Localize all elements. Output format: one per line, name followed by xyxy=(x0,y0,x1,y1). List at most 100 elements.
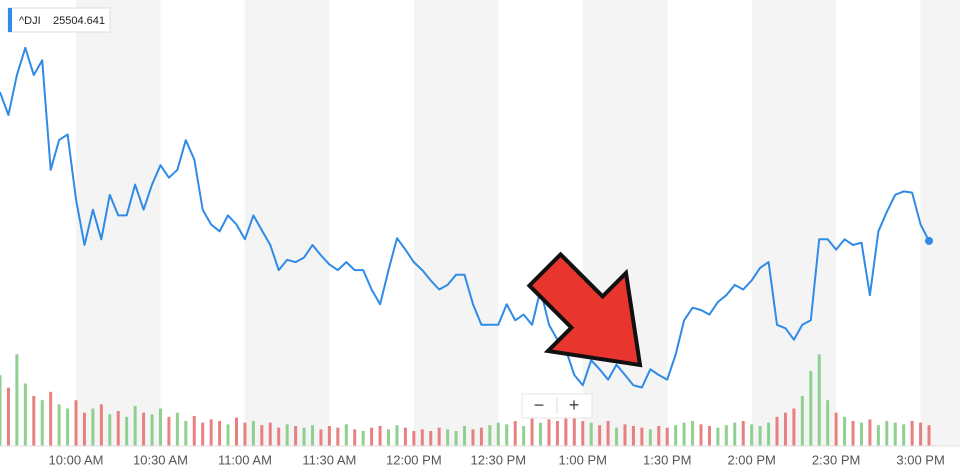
volume-bar xyxy=(437,427,441,446)
volume-bar xyxy=(623,424,627,446)
volume-bar xyxy=(125,416,129,446)
volume-bar xyxy=(243,422,247,446)
x-tick-label: 1:30 PM xyxy=(643,452,691,467)
volume-bar xyxy=(184,421,188,446)
volume-bar xyxy=(336,427,340,446)
volume-bar xyxy=(555,421,559,446)
volume-bar xyxy=(851,421,855,446)
volume-bar xyxy=(175,412,179,446)
volume-bar xyxy=(809,371,813,446)
volume-bar xyxy=(6,387,10,446)
volume-bar xyxy=(319,429,323,446)
volume-bar xyxy=(353,429,357,446)
volume-bar xyxy=(268,422,272,446)
volume-bar xyxy=(40,400,44,446)
volume-bar xyxy=(116,411,120,446)
volume-bar xyxy=(429,431,433,446)
volume-bar xyxy=(234,417,238,446)
volume-bar xyxy=(699,424,703,446)
volume-bar xyxy=(505,424,509,446)
volume-bar xyxy=(0,375,2,446)
volume-bar xyxy=(859,422,863,446)
x-tick-label: 1:00 PM xyxy=(559,452,607,467)
time-band xyxy=(413,0,499,446)
zoom-out-button[interactable]: − xyxy=(534,395,545,415)
volume-bar xyxy=(158,408,162,446)
volume-bars xyxy=(0,354,931,446)
volume-bar xyxy=(99,404,103,446)
x-tick-label: 2:00 PM xyxy=(727,452,775,467)
volume-bar xyxy=(201,422,205,446)
volume-bar xyxy=(446,429,450,446)
volume-bar xyxy=(648,429,652,446)
volume-bar xyxy=(589,422,593,446)
volume-bar xyxy=(834,412,838,446)
volume-bar xyxy=(800,396,804,446)
x-tick-label: 10:30 AM xyxy=(133,452,188,467)
last-point xyxy=(925,236,934,245)
volume-bar xyxy=(775,416,779,446)
volume-bar xyxy=(471,429,475,446)
volume-bar xyxy=(868,419,872,446)
volume-bar xyxy=(344,424,348,446)
volume-bar xyxy=(783,412,787,446)
volume-bar xyxy=(74,400,78,446)
zoom-in-button[interactable]: + xyxy=(569,395,580,415)
volume-bar xyxy=(657,426,661,446)
volume-bar xyxy=(843,416,847,446)
volume-bar xyxy=(716,427,720,446)
volume-bar xyxy=(606,421,610,446)
volume-bar xyxy=(133,406,137,446)
volume-bar xyxy=(522,426,526,446)
time-band xyxy=(920,0,960,446)
bands xyxy=(76,0,960,446)
x-tick-label: 12:00 PM xyxy=(386,452,442,467)
volume-bar xyxy=(876,425,880,446)
volume-bar xyxy=(817,354,821,446)
volume-bar xyxy=(294,426,298,446)
volume-bar xyxy=(387,429,391,446)
volume-bar xyxy=(277,427,281,446)
volume-bar xyxy=(631,426,635,446)
time-band xyxy=(76,0,161,446)
volume-bar xyxy=(674,425,678,446)
volume-bar xyxy=(530,416,534,446)
volume-bar xyxy=(150,414,154,446)
volume-bar xyxy=(420,429,424,446)
volume-bar xyxy=(454,431,458,446)
volume-bar xyxy=(750,424,754,446)
volume-bar xyxy=(82,412,86,446)
volume-bar xyxy=(893,422,897,446)
volume-bar xyxy=(691,421,695,446)
volume-bar xyxy=(479,427,483,446)
volume-bar xyxy=(758,426,762,446)
volume-bar xyxy=(142,412,146,446)
volume-bar xyxy=(724,425,728,446)
time-band xyxy=(751,0,837,446)
price-line xyxy=(0,46,930,389)
volume-bar xyxy=(302,427,306,446)
legend-symbol: ^DJI xyxy=(19,15,41,27)
time-band xyxy=(582,0,668,446)
volume-bar xyxy=(310,425,314,446)
x-tick-label: 2:30 PM xyxy=(812,452,860,467)
volume-bar xyxy=(66,408,70,446)
volume-bar xyxy=(463,426,467,446)
price-line xyxy=(0,46,934,389)
volume-bar xyxy=(378,426,382,446)
volume-bar xyxy=(919,422,923,446)
volume-bar xyxy=(539,422,543,446)
legend-swatch xyxy=(8,8,12,32)
volume-bar xyxy=(665,427,669,446)
volume-bar xyxy=(209,419,213,446)
volume-bar xyxy=(23,383,27,446)
zoom-control: − + xyxy=(521,393,593,419)
volume-bar xyxy=(260,425,264,446)
volume-bar xyxy=(488,425,492,446)
volume-bar xyxy=(767,422,771,446)
volume-bar xyxy=(108,414,112,446)
volume-bar xyxy=(792,408,796,446)
volume-bar xyxy=(496,422,500,446)
volume-bar xyxy=(32,396,36,446)
